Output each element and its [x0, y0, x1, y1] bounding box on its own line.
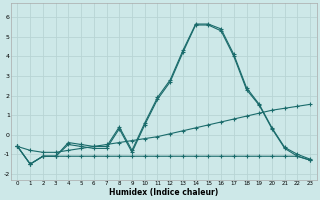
X-axis label: Humidex (Indice chaleur): Humidex (Indice chaleur) [109, 188, 219, 197]
